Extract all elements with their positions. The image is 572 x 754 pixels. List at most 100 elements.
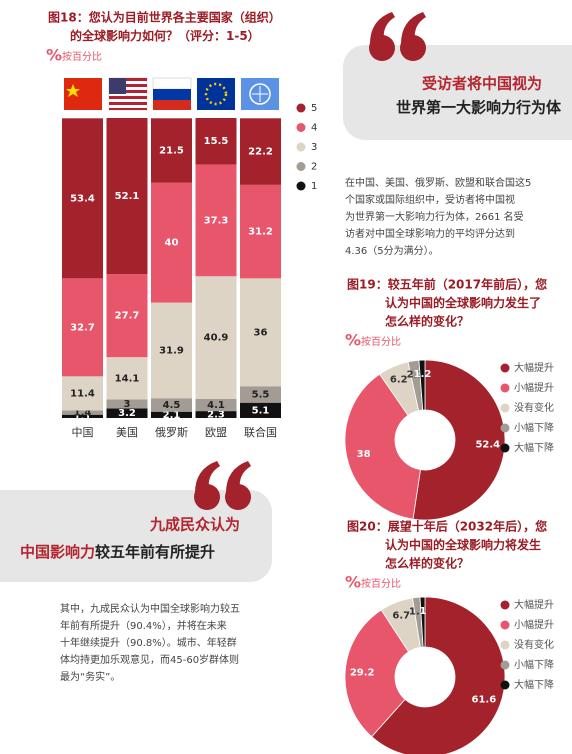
legend-swatch	[500, 363, 510, 373]
legend-swatch	[500, 620, 510, 630]
data-label: 2.2	[407, 370, 425, 381]
legend-swatch	[296, 103, 306, 113]
quote-box	[0, 490, 272, 582]
data-label: 61.6	[472, 694, 497, 705]
donut-segment	[344, 373, 421, 520]
data-label: 32.7	[70, 322, 95, 333]
chart-title: 怎么样的变化？	[385, 556, 469, 571]
bar-segment	[195, 276, 237, 399]
chart-title: 认为中国的全球影响力发生了	[385, 295, 541, 310]
bar-segment	[62, 376, 103, 411]
paragraph-line: 最为“务实”。	[60, 670, 120, 683]
data-label: 27.7	[115, 311, 140, 322]
quote-line: 世界第一大影响力行为体	[396, 99, 562, 117]
legend-label: 大幅下降	[514, 441, 554, 454]
data-label: 52.4	[475, 440, 500, 451]
legend-swatch	[296, 123, 306, 132]
legend-label: 小幅下降	[514, 658, 554, 671]
legend-label: 小幅下降	[514, 421, 554, 434]
paragraph-line: 访者对中国全球影响力的平均评分达到	[345, 227, 515, 240]
x-tick-label: 美国	[116, 426, 138, 439]
data-label: 4.1	[207, 400, 225, 411]
bar-segment	[151, 182, 192, 303]
data-label: 40	[165, 238, 179, 249]
paragraph-line: 个国家或国际组织中，受访者将中国视	[345, 193, 515, 206]
paragraph-line: 为世界第一大影响力行为体，2661 名受	[345, 210, 524, 223]
legend-label: 大幅提升	[514, 598, 554, 611]
paragraph-line: 体均持更加乐观意见，而45-60岁群体则	[60, 653, 239, 666]
bar-segment	[106, 408, 148, 418]
bar-segment	[106, 274, 148, 358]
legend-swatch	[296, 181, 306, 191]
x-tick-label: 中国	[72, 426, 94, 439]
donut-segment	[344, 609, 410, 738]
data-label: 3	[124, 399, 131, 410]
legend-swatch	[500, 660, 510, 670]
legend-swatch	[500, 423, 510, 433]
legend-label: 没有变化	[514, 401, 554, 414]
donut-segment	[419, 596, 426, 648]
bar-segment	[106, 357, 148, 400]
quote-line: 中国影响力较五年前有所提升	[20, 543, 215, 561]
data-label: 1.4	[74, 408, 92, 419]
bar-segment	[195, 118, 237, 165]
data-label: 52.1	[115, 191, 140, 202]
data-label: 29.2	[350, 667, 375, 678]
data-label: 4.5	[163, 400, 181, 411]
bar-segment	[240, 386, 281, 403]
data-label: 6.7	[392, 610, 410, 621]
bar-segment	[151, 118, 192, 183]
data-label: 1	[419, 606, 426, 617]
quote-box	[343, 45, 572, 140]
data-label: 31.2	[248, 227, 273, 238]
legend-swatch	[500, 383, 510, 393]
bar-segment	[62, 410, 103, 415]
data-label: 2.3	[207, 410, 225, 421]
bar-segment	[195, 398, 237, 412]
bar-segment	[195, 164, 237, 277]
legend-swatch	[500, 680, 510, 690]
unit-symbol: %	[46, 46, 62, 65]
x-tick-label: 欧盟	[205, 426, 227, 439]
chart-title: 图19：较五年前（2017年前后），您	[347, 277, 547, 292]
data-label: 38	[357, 449, 371, 460]
bar-segment	[62, 414, 103, 418]
data-label: 22.2	[248, 147, 273, 158]
bar-segment	[151, 302, 192, 399]
legend-label: 5	[311, 103, 317, 114]
chart-subtitle: 按百分比	[62, 50, 102, 63]
bar-segment	[106, 399, 148, 409]
bar-segment	[240, 184, 281, 279]
quote-line: 受访者将中国视为	[422, 75, 542, 93]
data-label: 37.3	[204, 215, 229, 226]
bar-segment	[62, 278, 103, 377]
data-label: 36	[254, 327, 268, 338]
quote-mark	[194, 461, 251, 510]
quote-mark	[369, 12, 426, 61]
legend-label: 没有变化	[514, 638, 554, 651]
quote-line: 九成民众认为	[149, 516, 240, 534]
data-label: 1.2	[414, 369, 432, 380]
chart-title: 怎么样的变化？	[385, 314, 469, 329]
data-label: 6.2	[390, 374, 408, 385]
data-label: 5.5	[252, 389, 270, 400]
x-tick-label: 联合国	[244, 425, 277, 439]
unit-symbol: %	[345, 573, 361, 592]
bar-segment	[240, 118, 281, 185]
bar-segment	[62, 118, 103, 279]
data-label: 5.1	[252, 405, 270, 416]
data-label: 31.9	[159, 345, 184, 356]
chart-subtitle: 按百分比	[361, 335, 401, 348]
bar-segment	[240, 402, 281, 418]
data-label: 11.4	[70, 388, 95, 399]
legend-swatch	[500, 403, 510, 413]
data-label: 21.5	[159, 146, 184, 157]
legend-label: 小幅提升	[514, 618, 554, 631]
legend-swatch	[500, 600, 510, 610]
paragraph-line: 十年继续提升（90.8%）。城市、年轻群	[60, 636, 237, 649]
data-label: 15.5	[204, 136, 229, 147]
legend-label: 2	[311, 162, 317, 173]
bar-segment	[195, 411, 237, 418]
data-label: 3.2	[118, 408, 136, 419]
